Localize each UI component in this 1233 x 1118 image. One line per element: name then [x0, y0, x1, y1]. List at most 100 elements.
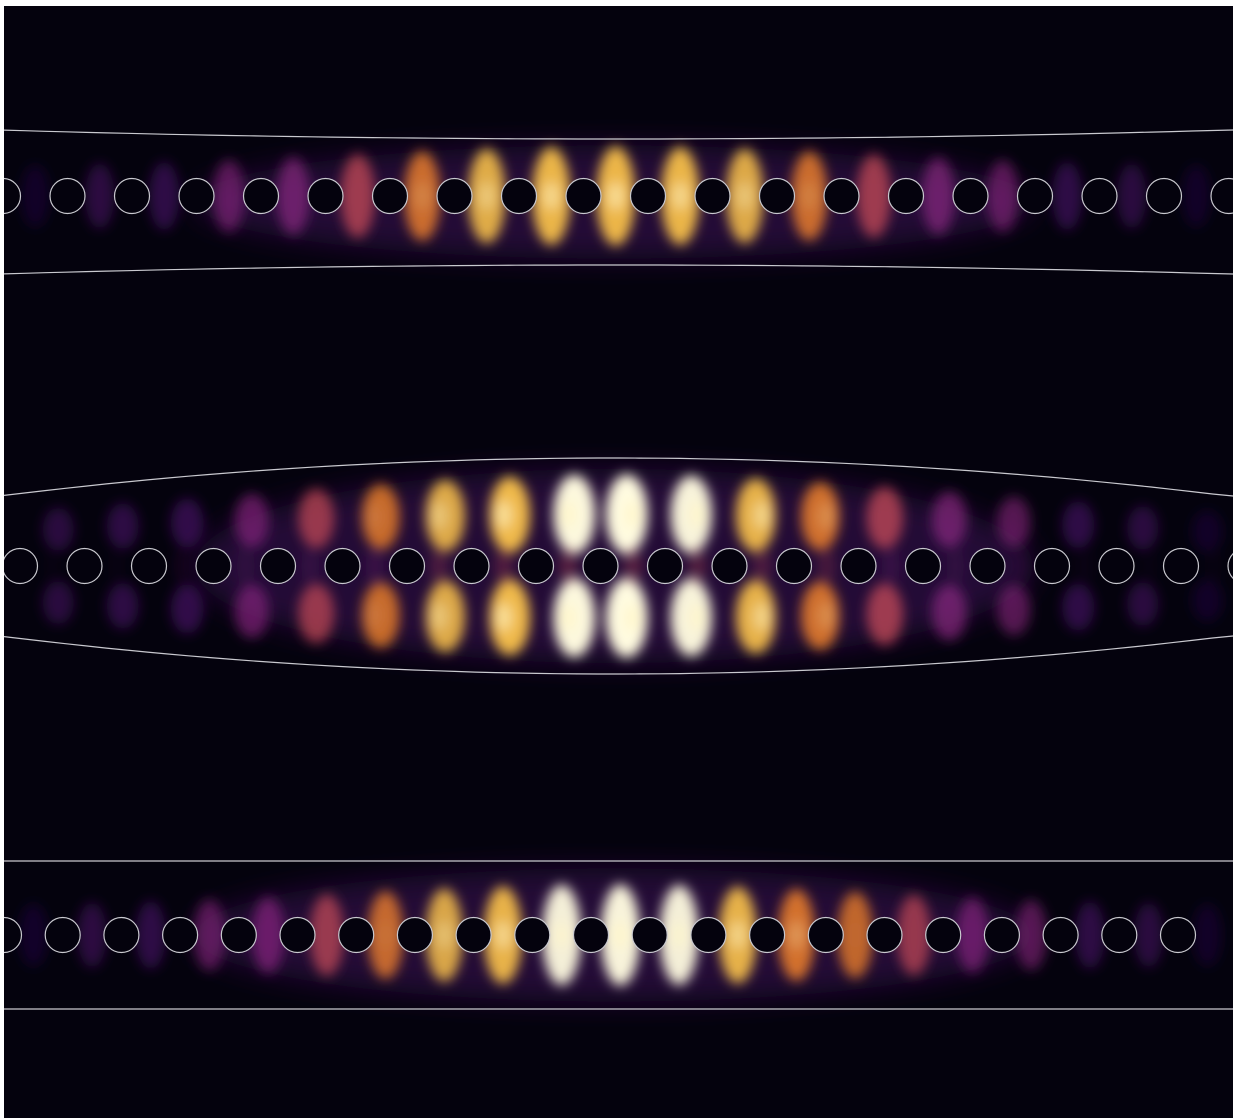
air-hole	[925, 916, 962, 954]
field-lobe	[43, 548, 61, 584]
field-lobe	[170, 584, 204, 634]
air-hole	[1162, 547, 1200, 585]
air-hole	[279, 916, 316, 954]
field-lobe	[623, 548, 642, 584]
field-lobe	[1127, 581, 1159, 627]
air-hole	[4, 177, 22, 215]
air-hole	[1016, 177, 1054, 215]
field-lobe	[1140, 548, 1158, 584]
field-lobe	[42, 580, 74, 625]
air-hole	[758, 177, 796, 215]
field-lobe	[752, 548, 771, 584]
air-hole	[904, 547, 942, 585]
field-lobe	[213, 159, 245, 233]
air-hole	[242, 177, 280, 215]
field-lobe	[301, 548, 320, 584]
air-hole	[694, 177, 731, 215]
field-lobe	[1074, 901, 1105, 969]
field-lobe	[921, 157, 955, 235]
field-lobe	[956, 897, 989, 973]
field-lobe	[1191, 579, 1223, 622]
field-lobe	[987, 159, 1019, 233]
field-lobe-core	[847, 921, 863, 949]
field-lobe	[897, 894, 931, 976]
field-lobe	[1127, 505, 1159, 551]
field-lobe	[234, 493, 269, 548]
field-lobe-core	[543, 182, 560, 210]
field-lobe-core	[366, 502, 383, 531]
hole-row	[4, 547, 1233, 585]
air-hole	[517, 547, 555, 585]
mode-field-lobes	[20, 146, 1211, 246]
air-hole	[823, 177, 860, 215]
air-hole	[66, 547, 103, 585]
field-lobe-core	[495, 500, 512, 529]
field-lobe-core	[495, 603, 512, 632]
field-lobe-core	[414, 182, 431, 210]
waveguide-edge-top	[4, 457, 1233, 497]
field-lobe	[276, 157, 310, 235]
air-hole	[866, 916, 903, 954]
waveguide-edge-top	[4, 129, 1233, 140]
field-lobe	[866, 583, 904, 646]
field-lobe-core	[753, 501, 770, 530]
field-lobe-core	[624, 500, 641, 529]
field-lobe	[559, 548, 578, 584]
field-lobe-core	[729, 921, 746, 949]
field-lobe	[20, 164, 50, 228]
air-hole	[775, 547, 813, 585]
field-lobe-core	[801, 182, 818, 210]
field-lobe-core	[753, 602, 770, 631]
field-lobe-core	[689, 603, 706, 632]
field-lobe-core	[560, 603, 577, 632]
air-hole	[455, 916, 492, 954]
air-hole	[178, 177, 215, 215]
air-hole	[711, 547, 748, 585]
air-hole	[1210, 177, 1233, 215]
field-lobe	[106, 503, 139, 550]
air-hole	[1101, 916, 1138, 954]
field-lobe	[170, 498, 204, 548]
field-lobe	[340, 154, 376, 238]
air-hole	[1033, 547, 1071, 585]
air-hole	[307, 177, 344, 215]
air-hole	[690, 916, 727, 954]
field-lobe-core	[607, 182, 624, 210]
waveguide-upper	[4, 129, 1233, 275]
field-lobe-core	[494, 921, 511, 949]
field-lobe	[42, 507, 74, 552]
field-lobe	[881, 548, 900, 584]
air-hole	[631, 916, 668, 954]
field-lobe	[866, 486, 904, 549]
field-lobe	[298, 488, 335, 549]
field-lobe	[18, 903, 48, 967]
air-hole	[1098, 547, 1135, 585]
field-lobe	[1204, 548, 1222, 584]
air-hole	[49, 177, 86, 215]
field-lobe	[1181, 164, 1211, 228]
field-lobe-core	[818, 601, 835, 630]
hole-row	[4, 177, 1233, 215]
field-lobe-core	[612, 921, 629, 949]
field-lobe	[251, 896, 285, 974]
field-lobe	[931, 584, 967, 641]
field-lobe	[688, 548, 707, 584]
air-hole	[582, 547, 619, 585]
field-lobe-core	[431, 602, 448, 631]
field-lobe-core	[478, 182, 495, 210]
field-lobe	[1192, 903, 1222, 967]
air-hole	[259, 547, 297, 585]
field-lobe	[1015, 899, 1047, 971]
field-lobe	[946, 548, 965, 584]
field-lobe	[298, 583, 335, 644]
field-lobe	[106, 582, 139, 629]
field-lobe	[430, 548, 449, 584]
field-lobe	[172, 548, 191, 584]
air-hole	[4, 547, 39, 585]
air-hole	[4, 916, 23, 954]
field-lobe	[1062, 501, 1095, 549]
field-lobe	[365, 548, 384, 584]
air-hole	[195, 547, 232, 585]
air-hole	[807, 916, 844, 954]
air-hole	[840, 547, 877, 585]
